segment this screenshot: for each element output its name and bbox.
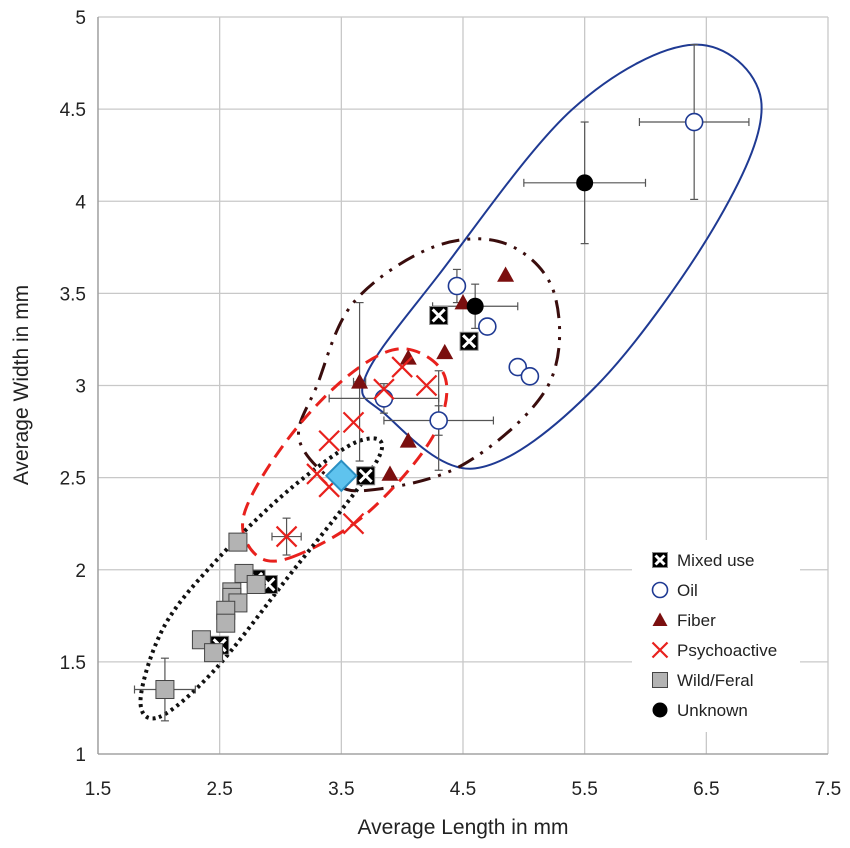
point-fiber [381,465,399,481]
series-fiber [351,266,515,481]
ellipse-oil-region [361,43,763,470]
point-psychoactive [373,378,395,400]
point-psychoactive [391,356,413,378]
point-mixed-use [356,466,376,486]
error-bar [638,44,750,201]
point-fiber [399,349,417,365]
legend-label-fiber: Fiber [677,611,716,630]
x-tick-label: 2.5 [206,779,232,800]
y-tick-label: 2 [75,561,86,582]
point-unknown [466,297,484,315]
grid-lines [97,16,829,755]
point-oil [508,357,528,377]
point-fiber [399,432,417,448]
y-tick-label: 3.5 [60,284,86,305]
point-unknown [576,174,594,192]
y-tick-label: 5 [75,8,86,29]
legend-marker-mixed-use [652,552,668,568]
y-tick-label: 2.5 [60,469,86,490]
point-mixed-use [459,331,479,351]
x-tick-label: 1.5 [85,779,111,800]
data-points [155,112,704,700]
point-fiber [351,373,369,389]
x-tick-label: 7.5 [815,779,841,800]
y-tick-label: 1 [75,745,86,766]
legend-box [632,540,800,732]
point-wild-feral [155,680,175,700]
legend-label-wild-feral: Wild/Feral [677,671,754,690]
series-oil [374,112,704,430]
point-mixed-use [429,305,449,325]
marker-cross [358,468,373,483]
tick-labels: 1.5 2.5 3.5 4.5 5.5 6.5 7.5 1 1.5 2 2.5 3 3.5 4 4.5 5 [60,8,842,800]
point-oil [684,112,704,132]
legend-marker-fiber [652,612,668,626]
point-fiber [436,343,454,360]
point-psychoactive [415,374,438,397]
y-tick-label: 3 [75,377,86,398]
point-oil [520,366,540,386]
marker-cross [431,308,446,323]
legend-label-unknown: Unknown [677,701,748,720]
point-psychoactive [275,525,298,548]
series-unknown [466,174,594,315]
series-wild-feral [155,532,266,700]
x-tick-label: 6.5 [693,779,719,800]
legend-marker-wild-feral [652,672,668,688]
legend: Mixed use Oil Fiber Psychoactive Wild/Feral U… [632,540,800,732]
point-oil [447,276,467,296]
group-ellipses [138,43,763,721]
axes [97,17,828,755]
point-wild-feral [216,613,236,633]
point-wild-feral [204,643,224,663]
point-highlight [324,459,358,493]
ellipse-fiber-region [297,237,562,493]
marker-cross [462,334,477,349]
y-tick-label: 4.5 [60,100,86,121]
point-psychoactive [342,411,365,434]
legend-marker-psychoactive [651,641,669,659]
point-psychoactive [342,512,365,535]
y-axis-label: Average Width in mm [10,285,33,485]
point-wild-feral [228,532,248,552]
point-fiber [497,266,515,282]
legend-marker-unknown [652,702,668,718]
legend-label-oil: Oil [677,581,698,600]
marker-cross [654,554,666,566]
series-psychoactive [275,356,438,548]
ellipse-psychoactive-region [241,347,449,563]
point-wild-feral [246,574,266,594]
point-oil [429,411,448,430]
x-tick-label: 5.5 [571,779,597,800]
legend-label-mixed-use: Mixed use [677,551,754,570]
point-psychoactive [318,429,340,452]
y-tick-label: 4 [75,192,86,213]
point-oil [478,317,497,336]
x-tick-label: 3.5 [328,779,354,800]
legend-label-psychoactive: Psychoactive [677,641,777,660]
x-tick-label: 4.5 [450,779,476,800]
point-oil [374,389,394,408]
ellipse-wild-feral-region [138,436,385,721]
y-tick-label: 1.5 [60,653,86,674]
x-axis-label: Average Length in mm [358,816,569,839]
legend-marker-oil [651,581,669,599]
